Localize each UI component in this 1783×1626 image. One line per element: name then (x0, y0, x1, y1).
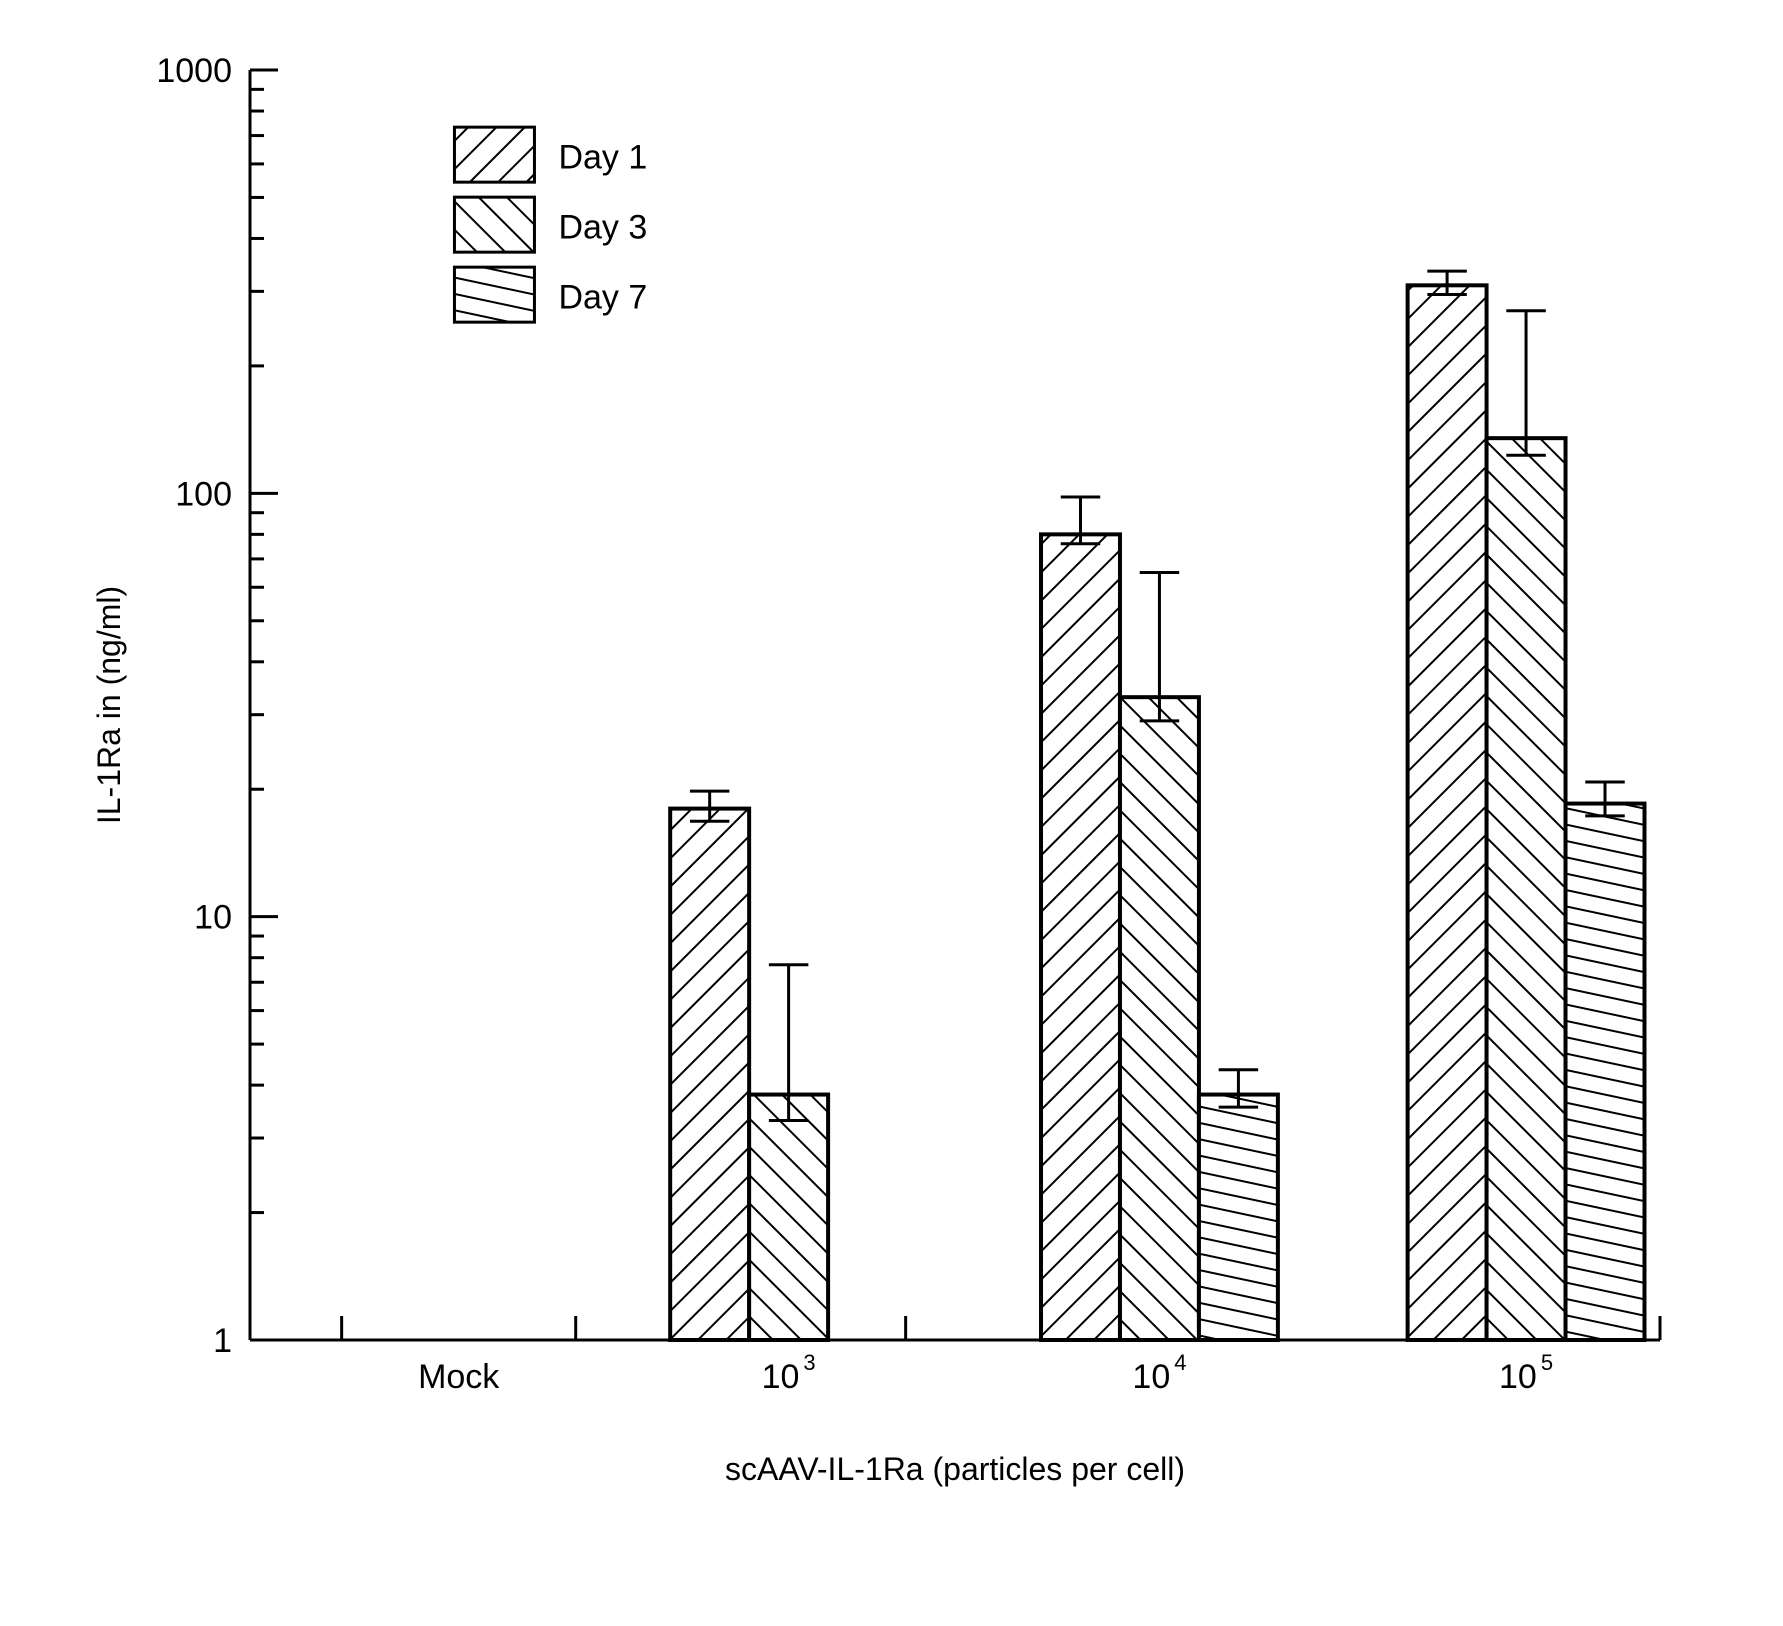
legend-swatch (454, 197, 534, 252)
y-tick-label: 100 (175, 475, 232, 513)
y-tick-label: 1 (213, 1322, 232, 1360)
y-tick-label: 10 (194, 899, 232, 937)
bar (1408, 285, 1487, 1340)
y-tick-label: 1000 (156, 52, 232, 90)
x-axis-label: scAAV-IL-1Ra (particles per cell) (725, 1451, 1185, 1487)
bar (1487, 438, 1566, 1340)
bar (1566, 804, 1645, 1340)
legend-label: Day 1 (558, 138, 647, 176)
bar (670, 809, 749, 1340)
bar (1041, 534, 1120, 1340)
bar-chart: 1101001000IL-1Ra in (ng/ml)Mock103104105… (0, 0, 1783, 1626)
legend-swatch (454, 127, 534, 182)
legend-swatch (454, 267, 534, 322)
legend-label: Day 3 (558, 208, 647, 246)
x-tick-label: Mock (418, 1358, 500, 1396)
bar (749, 1095, 828, 1340)
y-axis-label: IL-1Ra in (ng/ml) (91, 586, 127, 824)
bar (1199, 1095, 1278, 1340)
legend-label: Day 7 (558, 278, 647, 316)
bar (1120, 697, 1199, 1340)
